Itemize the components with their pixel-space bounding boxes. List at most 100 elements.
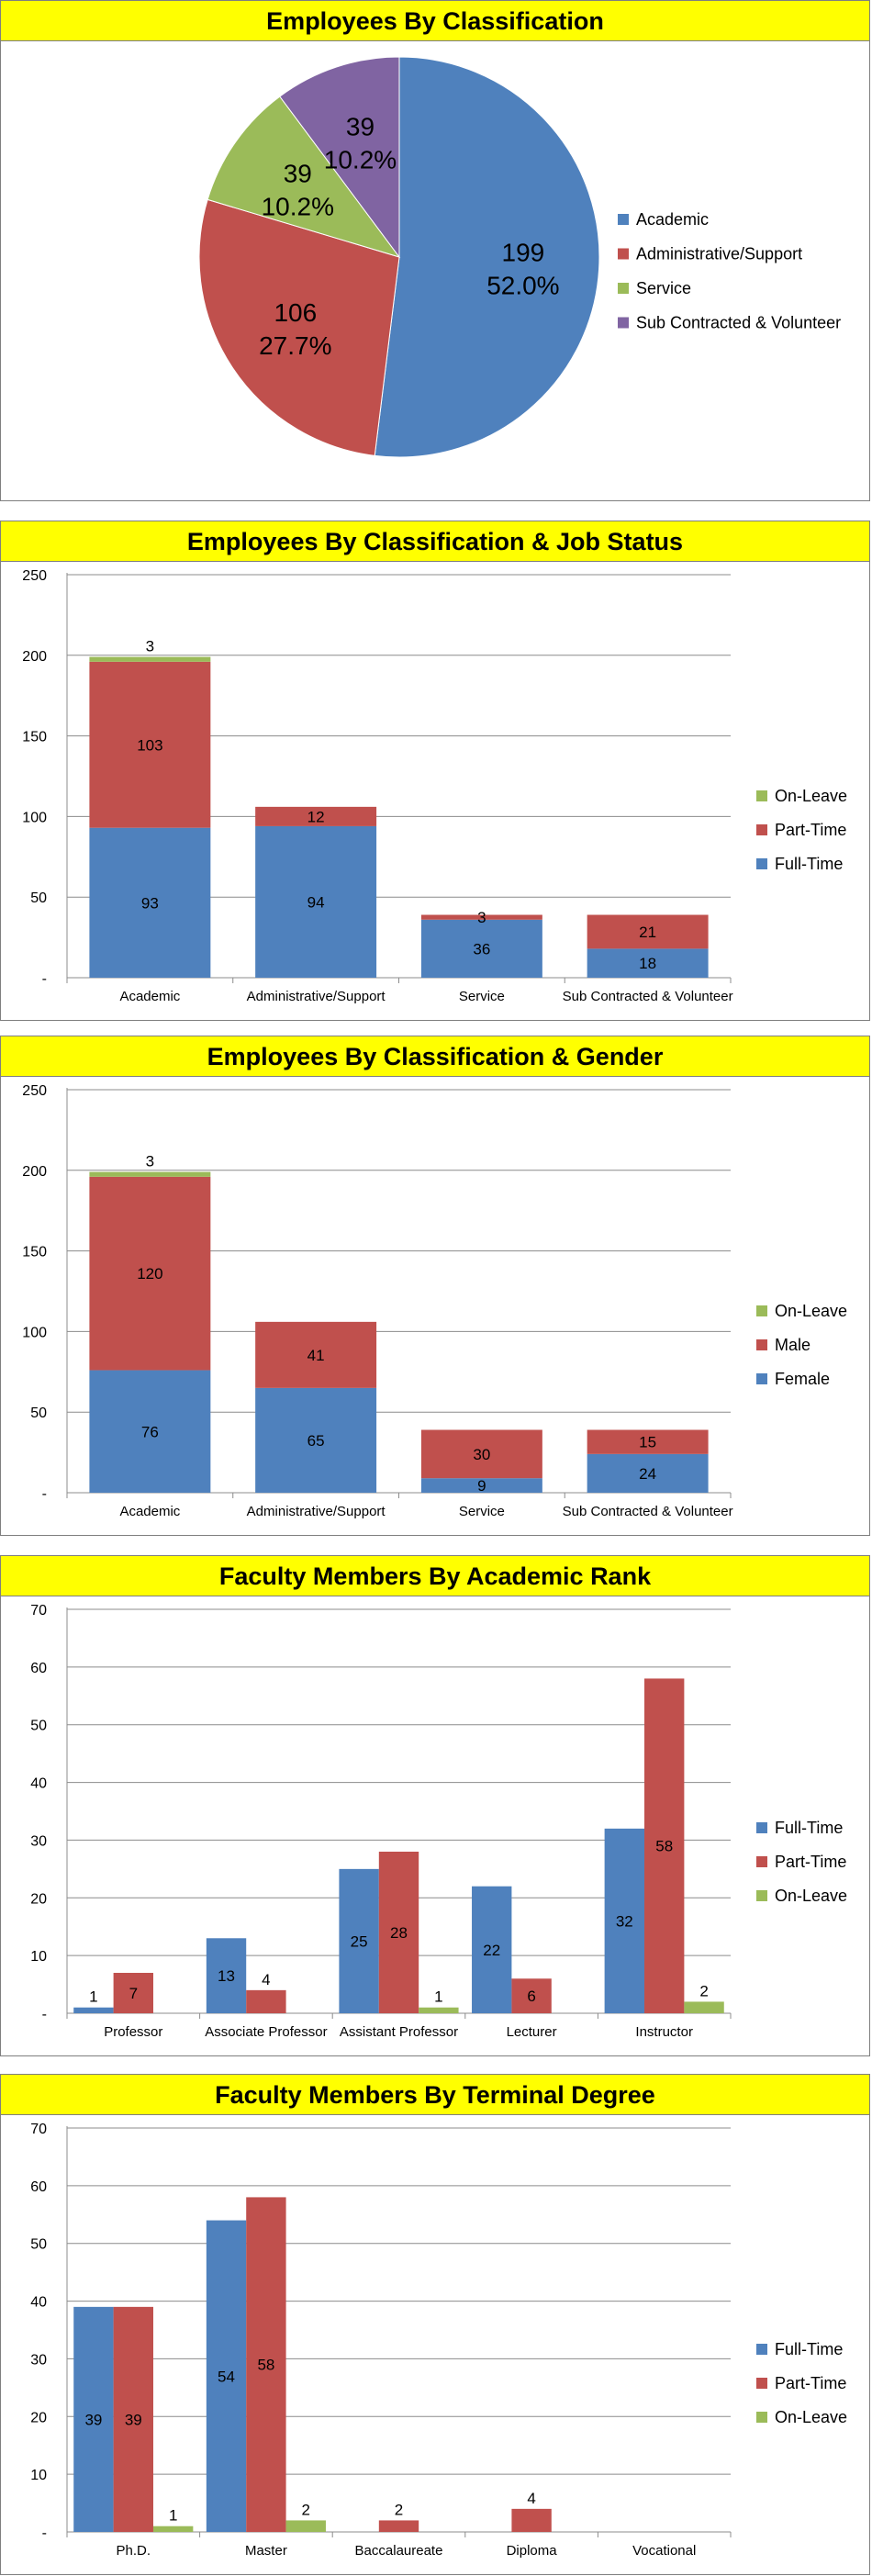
y-tick-label: 150	[22, 730, 47, 745]
x-tick-label: Academic	[119, 1504, 180, 1519]
slice-percent-label: 10.2%	[262, 192, 334, 220]
y-tick-label: 250	[22, 1083, 47, 1099]
data-label: 25	[351, 1932, 368, 1950]
y-tick-label: 10	[30, 2468, 47, 2483]
legend-swatch	[756, 2412, 767, 2423]
data-label: 58	[655, 1838, 673, 1855]
bar-segment	[89, 1370, 211, 1493]
data-label: 120	[137, 1265, 162, 1282]
x-tick-label: Sub Contracted & Volunteer	[563, 989, 733, 1004]
data-label: 28	[390, 1924, 408, 1942]
y-tick-label: 50	[30, 890, 47, 906]
data-label: 32	[616, 1912, 633, 1930]
bar-segment	[587, 914, 709, 949]
data-label: 2	[302, 2501, 310, 2518]
slice-value-label: 39	[346, 113, 375, 141]
legend-label: Sub Contracted & Volunteer	[636, 314, 841, 332]
slice-percent-label: 52.0%	[486, 271, 559, 299]
legend-swatch	[756, 1373, 767, 1384]
x-tick-label: Ph.D.	[117, 2543, 151, 2559]
data-label: 41	[307, 1347, 325, 1364]
legend-swatch	[618, 283, 629, 294]
legend-label: Administrative/Support	[636, 245, 802, 263]
y-tick-label: 150	[22, 1245, 47, 1260]
legend-label: On-Leave	[775, 787, 847, 805]
pie-slice	[374, 56, 600, 458]
chart-title: Faculty Members By Terminal Degree	[1, 2075, 869, 2115]
legend-label: Part-Time	[775, 821, 846, 839]
panel-academic-rank: Faculty Members By Academic Rank - 10 20 30…	[0, 1555, 870, 2056]
bar	[246, 2197, 286, 2532]
data-label: 54	[218, 2368, 235, 2385]
data-label: 76	[141, 1423, 159, 1440]
chart-title: Employees By Classification	[1, 1, 869, 41]
chart-title: Employees By Classification & Job Status	[1, 521, 869, 562]
y-tick-label: 50	[30, 1719, 47, 1734]
data-label: 2	[395, 2501, 403, 2518]
legend-label: Full-Time	[775, 855, 843, 873]
data-label: 22	[483, 1942, 500, 1959]
legend-swatch	[756, 858, 767, 869]
legend-swatch	[756, 2378, 767, 2389]
bar-segment	[420, 919, 542, 978]
bar	[378, 1852, 419, 2013]
bar-segment	[255, 1321, 377, 1388]
bar	[644, 1678, 685, 2013]
y-tick-label: 100	[22, 1325, 47, 1340]
bar-segment	[587, 1453, 709, 1493]
chart-title: Employees By Classification & Gender	[1, 1036, 869, 1077]
x-tick-label: Administrative/Support	[247, 989, 386, 1004]
data-label: 6	[527, 1988, 535, 2005]
bar-segment	[587, 1429, 709, 1454]
x-tick-label: Lecturer	[507, 2024, 557, 2040]
x-tick-label: Diploma	[507, 2543, 558, 2559]
legend-label: Full-Time	[775, 2340, 843, 2358]
bar	[206, 1938, 247, 2013]
y-tick-label: 30	[30, 2352, 47, 2368]
x-tick-label: Service	[459, 989, 505, 1004]
bar-segment	[420, 1478, 542, 1493]
x-tick-label: Master	[245, 2543, 287, 2559]
pie-slice	[207, 95, 401, 258]
legend-label: Male	[775, 1336, 811, 1354]
y-tick-label: -	[42, 971, 47, 987]
bar-segment	[89, 656, 211, 662]
y-tick-label: 60	[30, 2179, 47, 2195]
panel-classification-gender: Employees By Classification & Gender - 50…	[0, 1036, 870, 1536]
data-label: 3	[477, 909, 486, 926]
bar	[339, 1868, 379, 2013]
data-label: 21	[639, 924, 656, 941]
data-label: 9	[477, 1477, 486, 1495]
bar	[113, 1973, 153, 2013]
slice-value-label: 106	[274, 298, 317, 327]
legend-swatch	[756, 1890, 767, 1901]
y-tick-label: 250	[22, 568, 47, 584]
legend-swatch	[756, 790, 767, 801]
bar-segment	[89, 1176, 211, 1371]
stacked-bar-chart: - 50 100 150 200 250 Academic Administrative/Su…	[22, 568, 847, 1004]
data-label: 103	[137, 736, 162, 754]
bar-segment	[420, 1429, 542, 1479]
panel-employees-by-classification: Employees By Classification 199 52.0% 106 2…	[0, 0, 870, 501]
legend-label: On-Leave	[775, 2408, 847, 2426]
legend-label: Part-Time	[775, 1853, 846, 1871]
legend-label: Academic	[636, 210, 709, 229]
legend-label: On-Leave	[775, 1302, 847, 1320]
data-label: 1	[169, 2507, 177, 2525]
data-label: 39	[84, 2411, 102, 2428]
y-tick-label: 70	[30, 2122, 47, 2137]
pie-slice	[279, 56, 400, 259]
x-tick-label: Baccalaureate	[355, 2543, 443, 2559]
data-label: 13	[218, 1967, 235, 1985]
data-label: 94	[307, 893, 325, 911]
data-label: 18	[639, 955, 656, 972]
y-tick-label: 10	[30, 1949, 47, 1965]
clustered-bar-chart: - 10 20 30 40 50 60 70 Professor Associate Profes…	[30, 1603, 847, 2040]
legend-swatch	[618, 248, 629, 260]
data-label: 4	[527, 2490, 535, 2507]
data-label: 24	[639, 1465, 656, 1483]
legend-swatch	[756, 2344, 767, 2355]
data-label: 1	[89, 1988, 97, 2006]
panel-classification-job-status: Employees By Classification & Job Status…	[0, 521, 870, 1021]
data-label: 30	[473, 1446, 490, 1463]
